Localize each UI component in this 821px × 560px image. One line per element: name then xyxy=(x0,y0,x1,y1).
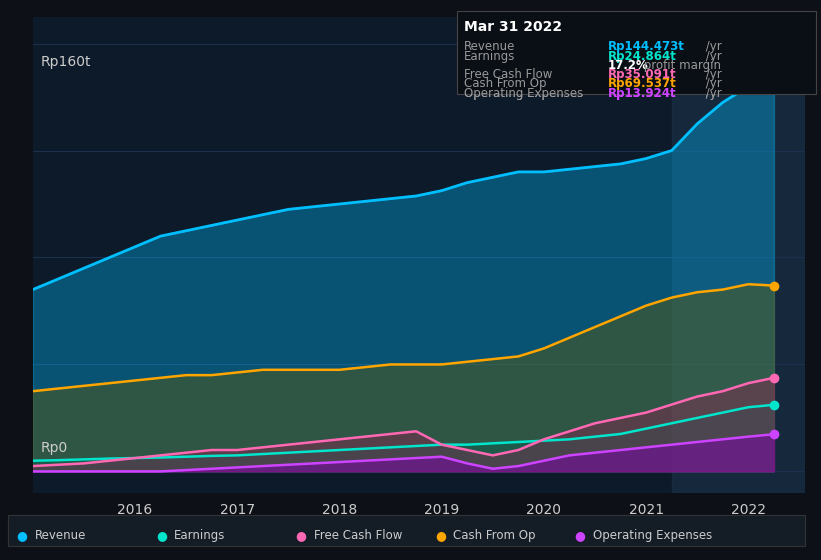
Text: Rp160t: Rp160t xyxy=(40,55,91,69)
Text: Revenue: Revenue xyxy=(464,40,516,53)
Text: Earnings: Earnings xyxy=(174,529,226,542)
Text: Free Cash Flow: Free Cash Flow xyxy=(464,68,553,81)
Text: Free Cash Flow: Free Cash Flow xyxy=(314,529,402,542)
Text: /yr: /yr xyxy=(702,50,722,63)
Text: Rp69.537t: Rp69.537t xyxy=(608,77,677,90)
Text: Rp144.473t: Rp144.473t xyxy=(608,40,685,53)
Text: /yr: /yr xyxy=(702,77,722,90)
Text: Rp24.864t: Rp24.864t xyxy=(608,50,677,63)
Text: Rp0: Rp0 xyxy=(40,441,68,455)
Text: Earnings: Earnings xyxy=(464,50,516,63)
Text: Operating Expenses: Operating Expenses xyxy=(464,87,583,100)
Text: ●: ● xyxy=(156,529,167,542)
Text: Revenue: Revenue xyxy=(34,529,86,542)
Text: Rp13.924t: Rp13.924t xyxy=(608,87,677,100)
Text: ●: ● xyxy=(435,529,446,542)
Text: Mar 31 2022: Mar 31 2022 xyxy=(464,20,562,34)
Text: Rp35.091t: Rp35.091t xyxy=(608,68,677,81)
Text: Cash From Op: Cash From Op xyxy=(453,529,535,542)
Text: ●: ● xyxy=(16,529,27,542)
Text: Rp35.091t: Rp35.091t xyxy=(608,68,677,81)
Text: Rp24.864t: Rp24.864t xyxy=(608,50,677,63)
Text: Cash From Op: Cash From Op xyxy=(453,529,535,542)
Text: ●: ● xyxy=(575,529,585,542)
Text: /yr: /yr xyxy=(702,77,722,90)
Text: /yr: /yr xyxy=(702,87,722,100)
Text: ●: ● xyxy=(575,529,585,542)
Text: Earnings: Earnings xyxy=(464,50,516,63)
Text: Rp144.473t: Rp144.473t xyxy=(608,40,685,53)
Text: /yr: /yr xyxy=(702,68,722,81)
Text: profit margin: profit margin xyxy=(640,59,722,72)
Text: Mar 31 2022: Mar 31 2022 xyxy=(464,20,562,34)
Text: Cash From Op: Cash From Op xyxy=(464,77,546,90)
Text: Free Cash Flow: Free Cash Flow xyxy=(464,68,553,81)
Text: /yr: /yr xyxy=(702,40,722,53)
Text: profit margin: profit margin xyxy=(640,59,722,72)
Text: Cash From Op: Cash From Op xyxy=(464,77,546,90)
Text: Rp69.537t: Rp69.537t xyxy=(608,77,677,90)
Bar xyxy=(672,17,805,493)
Text: /yr: /yr xyxy=(702,68,722,81)
Text: /yr: /yr xyxy=(702,40,722,53)
Text: Operating Expenses: Operating Expenses xyxy=(593,529,712,542)
Text: Operating Expenses: Operating Expenses xyxy=(593,529,712,542)
Text: Revenue: Revenue xyxy=(464,40,516,53)
Text: ●: ● xyxy=(296,529,306,542)
Text: ●: ● xyxy=(156,529,167,542)
Text: 17.2%: 17.2% xyxy=(608,59,649,72)
Text: /yr: /yr xyxy=(702,87,722,100)
Text: ●: ● xyxy=(435,529,446,542)
Text: Earnings: Earnings xyxy=(174,529,226,542)
Text: 17.2%: 17.2% xyxy=(608,59,649,72)
Text: Operating Expenses: Operating Expenses xyxy=(464,87,583,100)
Text: Rp13.924t: Rp13.924t xyxy=(608,87,677,100)
Text: /yr: /yr xyxy=(702,50,722,63)
Text: ●: ● xyxy=(296,529,306,542)
Text: Free Cash Flow: Free Cash Flow xyxy=(314,529,402,542)
Text: Revenue: Revenue xyxy=(34,529,86,542)
Text: ●: ● xyxy=(16,529,27,542)
